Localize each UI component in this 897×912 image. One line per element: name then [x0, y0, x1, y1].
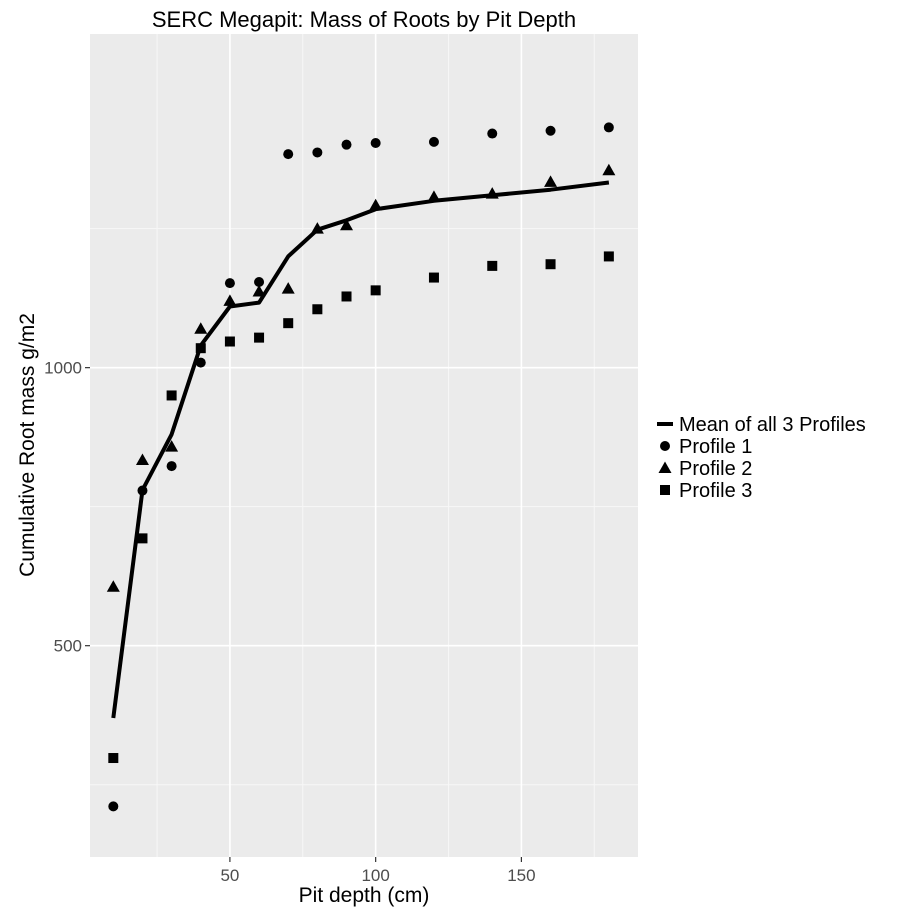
- profile-2-point: [223, 294, 237, 306]
- profile-3-point: [254, 332, 265, 343]
- profile-3-point: [195, 343, 206, 354]
- profile-1-point: [428, 136, 439, 147]
- profile-2-point: [602, 163, 616, 176]
- profile-3-point: [487, 260, 498, 271]
- profile-2-point: [135, 453, 149, 465]
- profile-1-point: [341, 139, 352, 150]
- profile-3-point: [428, 272, 439, 283]
- profile-1-point: [108, 801, 119, 812]
- grid-minor: [90, 34, 638, 857]
- mean-profile-line: [111, 180, 610, 719]
- x-tick-label: 100: [361, 866, 389, 885]
- profile-1-point: [137, 485, 148, 496]
- profile-1-point: [603, 122, 614, 133]
- profile-2-point: [485, 187, 499, 199]
- profile-2-point: [544, 175, 558, 187]
- grid-major: [90, 34, 638, 857]
- profile-2-point: [194, 322, 208, 334]
- profile-1-point: [545, 125, 556, 136]
- y-axis-title: Cumulative Root mass g/m2: [16, 313, 39, 577]
- legend-label: Profile 2: [679, 458, 752, 480]
- profile-2-point: [369, 198, 383, 211]
- chart-title: SERC Megapit: Mass of Roots by Pit Depth: [152, 7, 576, 32]
- legend-key-circle: [660, 441, 670, 451]
- profile-3-point: [312, 304, 323, 315]
- plot-panel: [90, 34, 638, 857]
- profile-3-point: [603, 251, 614, 262]
- profile-3-point: [108, 753, 119, 764]
- profile-2-point: [281, 282, 295, 294]
- profile-2-point: [252, 284, 266, 297]
- y-tick-label: 1000: [44, 359, 82, 378]
- legend-label: Profile 3: [679, 480, 752, 502]
- x-tick-label: 50: [220, 866, 239, 885]
- x-tick-label: 150: [507, 866, 535, 885]
- profile-2-point: [106, 580, 120, 592]
- profile-2-point: [165, 440, 179, 452]
- profile-3-point: [370, 285, 381, 296]
- legend-label: Profile 1: [679, 436, 752, 458]
- profile-1-point: [254, 277, 265, 288]
- profile-1-point: [195, 357, 206, 368]
- y-axis-ticks: 500 1000: [44, 359, 90, 656]
- legend-key-triangle: [658, 461, 672, 473]
- x-axis-ticks: 50 100 150: [220, 857, 536, 885]
- legend-key-square: [660, 485, 670, 495]
- profile-3-point: [224, 336, 235, 347]
- profile-3-point: [137, 533, 148, 544]
- profile-1-point: [224, 278, 235, 289]
- legend-label: Mean of all 3 Profiles: [679, 414, 866, 436]
- x-axis-title: Pit depth (cm): [299, 884, 430, 907]
- profile-1-point: [312, 147, 323, 158]
- data-marks: [106, 122, 616, 812]
- profile-2-point: [340, 218, 354, 231]
- profile-3-point: [166, 390, 177, 401]
- profile-2-point: [427, 190, 441, 202]
- profile-1-point: [370, 137, 381, 148]
- profile-1-point: [487, 128, 498, 139]
- profile-3-point: [341, 291, 352, 302]
- profile-3-point: [545, 259, 556, 270]
- profile-1-point: [166, 461, 177, 472]
- profile-3-point: [283, 318, 294, 329]
- y-tick-label: 500: [54, 637, 82, 656]
- profile-1-point: [283, 149, 294, 160]
- profile-2-point: [310, 222, 324, 234]
